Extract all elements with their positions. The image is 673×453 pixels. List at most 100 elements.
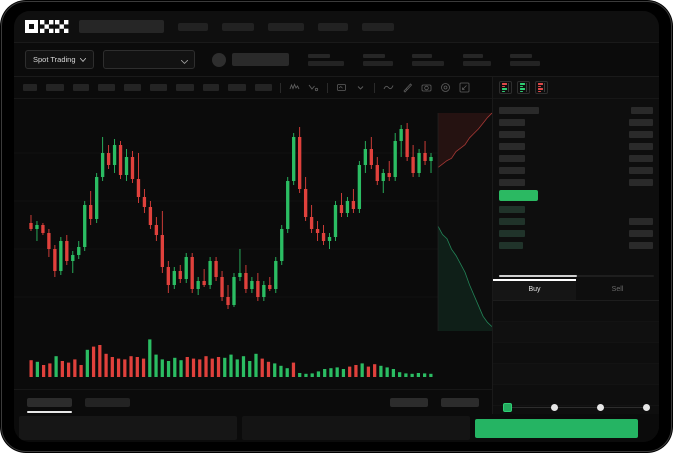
stat-24h-change xyxy=(307,53,344,66)
orderbook-scrollbar[interactable] xyxy=(499,275,577,277)
spot-trading-label: Spot Trading xyxy=(33,55,76,64)
timeframe-1mo[interactable] xyxy=(228,84,246,91)
order-form-field-5[interactable] xyxy=(493,385,659,406)
timeframe-5m[interactable] xyxy=(73,84,89,91)
timeframe-15m[interactable] xyxy=(98,84,115,91)
candlestick-chart-icon[interactable] xyxy=(289,82,300,93)
carousel-dot-1[interactable] xyxy=(503,402,512,412)
tab-sell[interactable]: Sell xyxy=(576,279,659,300)
action-hide-other-pairs[interactable] xyxy=(390,397,428,407)
orders-actions xyxy=(377,397,492,407)
order-book-ask-row-price xyxy=(499,142,525,150)
order-book-ask-row-price xyxy=(499,154,525,162)
ob-mode-asks-only[interactable] xyxy=(535,81,548,94)
mode-bar xyxy=(520,83,525,85)
tab-buy[interactable]: Buy xyxy=(493,279,576,300)
volume-histogram[interactable] xyxy=(14,331,492,389)
volume-svg xyxy=(29,339,433,377)
carousel-dot-2[interactable] xyxy=(551,403,558,411)
order-book-bid-row-price xyxy=(499,217,525,225)
stat-24h-turnover-label xyxy=(509,53,532,58)
bottom-panel-center[interactable] xyxy=(242,416,470,440)
order-book-bid-row[interactable] xyxy=(499,203,653,215)
chevron-down-icon xyxy=(79,55,86,64)
trading-pair-select[interactable] xyxy=(102,50,195,69)
order-book-ask-row-price xyxy=(499,118,525,126)
order-book-ask-row[interactable] xyxy=(499,164,653,176)
nav-derivatives[interactable] xyxy=(318,22,348,31)
indicators-icon[interactable] xyxy=(308,82,319,93)
order-book-ask-row[interactable] xyxy=(499,128,653,140)
order-form-field-1[interactable] xyxy=(493,301,659,322)
bottom-panel-left[interactable] xyxy=(19,416,237,440)
timeframe-1w[interactable] xyxy=(203,84,219,91)
mode-bars xyxy=(538,83,543,92)
order-form-field-4[interactable] xyxy=(493,364,659,385)
app-header xyxy=(14,11,659,43)
timeframe-1m[interactable] xyxy=(46,84,64,91)
order-book-bid-row-price xyxy=(499,229,525,237)
stat-24h-high xyxy=(362,53,393,66)
order-book-bid-row-size xyxy=(629,217,653,225)
order-form-field-3[interactable] xyxy=(493,343,659,364)
timeframe-4h[interactable] xyxy=(150,84,167,91)
last-price-value xyxy=(231,53,289,66)
order-book-bid-row[interactable] xyxy=(499,239,653,251)
active-tab-underline xyxy=(27,411,72,413)
carousel-dot-4[interactable] xyxy=(643,403,650,411)
orderbook-display-modes xyxy=(493,77,659,99)
order-book-bid-row-price xyxy=(499,241,523,249)
order-book-spread-row[interactable] xyxy=(499,188,653,203)
tab-open-orders[interactable] xyxy=(27,397,72,413)
pair-avatar-icon xyxy=(211,52,226,67)
spot-trading-dropdown[interactable]: Spot Trading xyxy=(25,50,94,69)
screen-viewport: Spot Trading xyxy=(14,11,659,442)
order-book-ask-row[interactable] xyxy=(499,140,653,152)
timeframe-1d[interactable] xyxy=(176,84,194,91)
mode-bar xyxy=(538,83,543,85)
tab-open-orders-label xyxy=(27,397,72,407)
order-book-ask-row-size xyxy=(629,166,653,174)
tab-buy-label: Buy xyxy=(528,286,541,293)
order-book-list[interactable] xyxy=(493,99,659,279)
timeframe-time[interactable] xyxy=(23,84,37,91)
ob-mode-both[interactable] xyxy=(499,81,512,94)
order-book-bid-row[interactable] xyxy=(499,215,653,227)
order-book-ask-row[interactable] xyxy=(499,116,653,128)
chart-type-icon[interactable] xyxy=(336,82,347,93)
okx-logo[interactable] xyxy=(25,20,69,33)
mode-bars xyxy=(520,83,525,92)
search-input[interactable] xyxy=(79,20,164,33)
mode-bar xyxy=(502,85,506,87)
order-book-ask-row[interactable] xyxy=(499,176,653,188)
timeframe-1h[interactable] xyxy=(124,84,141,91)
order-book-ask-row[interactable] xyxy=(499,152,653,164)
nav-buy-crypto[interactable] xyxy=(178,22,208,31)
order-book-header[interactable] xyxy=(499,104,653,116)
timeframe-more[interactable] xyxy=(255,84,272,91)
carousel-dot-3[interactable] xyxy=(597,403,604,411)
ob-mode-bids-only[interactable] xyxy=(517,81,530,94)
order-book-rows xyxy=(499,104,653,251)
tab-order-history[interactable] xyxy=(85,397,130,407)
order-form-field-2[interactable] xyxy=(493,322,659,343)
fullscreen-icon[interactable] xyxy=(459,82,470,93)
action-cancel-all[interactable] xyxy=(441,397,479,407)
nav-trade[interactable] xyxy=(268,22,304,31)
order-book-bid-row[interactable] xyxy=(499,227,653,239)
buy-button[interactable] xyxy=(475,418,638,438)
stat-24h-volume-value xyxy=(462,60,491,66)
stat-24h-high-label xyxy=(362,53,385,58)
tab-order-history-label xyxy=(85,397,130,407)
nav-markets[interactable] xyxy=(222,22,254,31)
drawing-tools-icon[interactable] xyxy=(402,82,413,93)
candlestick-chart[interactable] xyxy=(14,99,492,331)
order-book-spread-row-price xyxy=(499,190,538,201)
order-book-bid-row-size xyxy=(629,241,653,249)
chart-settings-icon[interactable] xyxy=(440,82,451,93)
chevron-down-icon[interactable] xyxy=(355,82,366,93)
camera-snapshot-icon[interactable] xyxy=(421,82,432,93)
line-chart-icon[interactable] xyxy=(383,82,394,93)
nav-earn[interactable] xyxy=(362,22,394,31)
